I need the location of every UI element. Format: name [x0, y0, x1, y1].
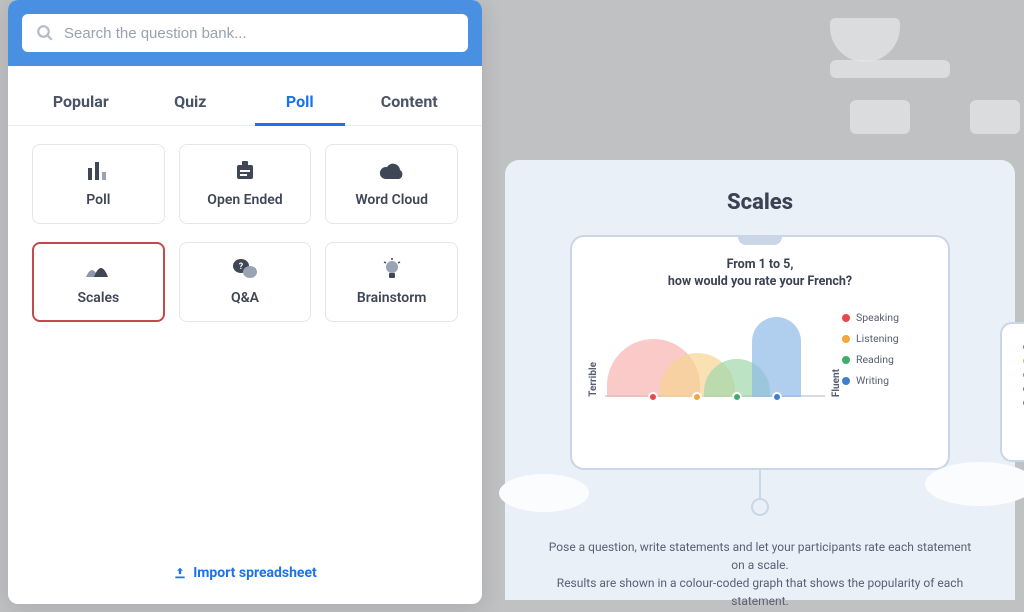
- import-label: Import spreadsheet: [193, 565, 317, 581]
- decor-cloud: [925, 462, 1024, 506]
- stage-notch: [738, 235, 782, 245]
- search-bar-wrap: [8, 0, 482, 66]
- legend-dot: [842, 356, 850, 364]
- legend-label: Listening: [856, 332, 899, 345]
- preview-question-line2: how would you rate your French?: [588, 274, 932, 289]
- legend-label: Speaking: [856, 311, 899, 324]
- chart-dot: [732, 392, 742, 402]
- preview-panel: Scales From 1 to 5, how would you rate y…: [505, 160, 1015, 600]
- preview-description: Pose a question, write statements and le…: [535, 538, 985, 610]
- question-type-grid: Poll Open Ended Word Cloud Scales ? Q&A: [8, 126, 482, 340]
- tab-bar: Popular Quiz Poll Content: [8, 70, 482, 126]
- card-label: Brainstorm: [357, 290, 427, 306]
- tab-quiz[interactable]: Quiz: [136, 70, 246, 125]
- decor-cloud: [499, 474, 589, 512]
- legend-label: Reading: [856, 353, 894, 366]
- card-scales[interactable]: Scales: [32, 242, 165, 322]
- stage-stand: [759, 470, 761, 498]
- card-label: Q&A: [231, 290, 259, 306]
- chart-hump: [752, 317, 800, 397]
- card-label: Open Ended: [207, 192, 282, 208]
- card-qa[interactable]: ? Q&A: [179, 242, 312, 322]
- tab-content[interactable]: Content: [355, 70, 465, 125]
- legend-dot: [842, 314, 850, 322]
- stage-stand-base: [751, 498, 769, 516]
- search-box[interactable]: [22, 14, 468, 52]
- import-row: Import spreadsheet: [8, 551, 482, 604]
- preview-question-line1: From 1 to 5,: [588, 257, 932, 272]
- chart-dot: [772, 392, 782, 402]
- legend-label: Writing: [856, 374, 889, 387]
- card-label: Scales: [77, 290, 119, 306]
- brainstorm-icon: [382, 258, 402, 280]
- card-label: Poll: [86, 192, 110, 208]
- upload-icon: [173, 566, 187, 580]
- card-label: Word Cloud: [355, 192, 428, 208]
- search-icon: [36, 24, 54, 42]
- preview-chart: Terrible Fluent Speaking Listening Reading…: [588, 307, 932, 397]
- legend-item: Reading: [842, 353, 932, 366]
- card-open-ended[interactable]: Open Ended: [179, 144, 312, 224]
- search-input[interactable]: [64, 25, 454, 42]
- open-ended-icon: [234, 160, 256, 182]
- tab-poll[interactable]: Poll: [245, 70, 355, 125]
- qa-icon: ?: [232, 258, 258, 280]
- preview-stage: From 1 to 5, how would you rate your Fre…: [570, 235, 950, 470]
- tab-popular[interactable]: Popular: [26, 70, 136, 125]
- cloud-icon: [379, 160, 405, 182]
- chart-dot: [648, 392, 658, 402]
- card-brainstorm[interactable]: Brainstorm: [325, 242, 458, 322]
- poll-icon: [87, 160, 109, 182]
- legend-dot: [842, 377, 850, 385]
- legend-item: Writing: [842, 374, 932, 387]
- legend-item: Speaking: [842, 311, 932, 324]
- chart-dot: [692, 392, 702, 402]
- preview-title: Scales: [535, 190, 985, 215]
- axis-label-right: Fluent: [831, 369, 842, 397]
- import-spreadsheet-link[interactable]: Import spreadsheet: [173, 565, 317, 581]
- chart-area: [605, 307, 825, 397]
- legend-item: Listening: [842, 332, 932, 345]
- card-poll[interactable]: Poll: [32, 144, 165, 224]
- svg-text:?: ?: [239, 262, 244, 272]
- chart-legend: Speaking Listening Reading Writing: [842, 311, 932, 387]
- adjacent-preview-sliver: [1000, 322, 1024, 462]
- legend-dot: [842, 335, 850, 343]
- axis-label-left: Terrible: [588, 362, 599, 397]
- question-picker-panel: Popular Quiz Poll Content Poll Open Ende…: [8, 0, 482, 604]
- card-word-cloud[interactable]: Word Cloud: [325, 144, 458, 224]
- scales-icon: [84, 258, 112, 280]
